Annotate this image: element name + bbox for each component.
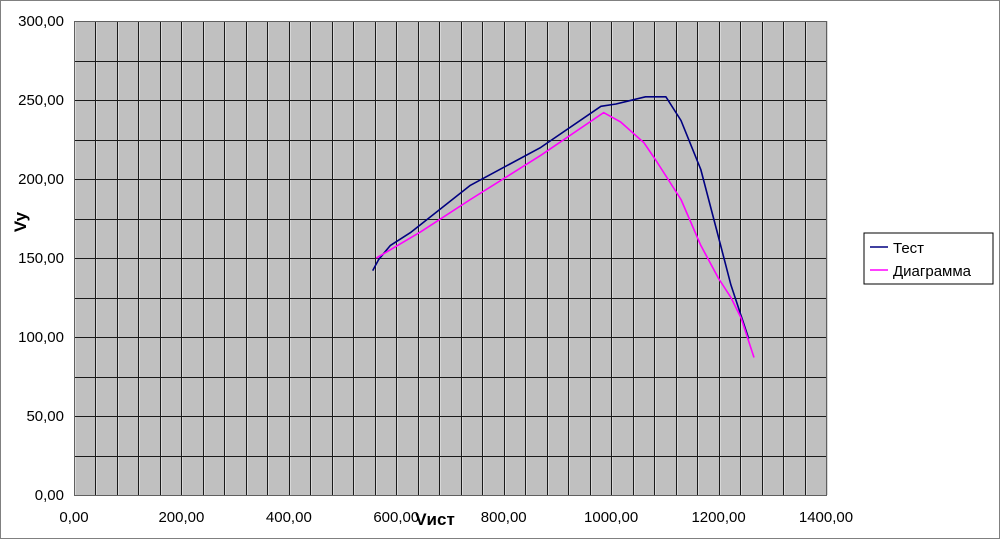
y-axis-label: Vy	[11, 211, 30, 232]
legend-label-diagram: Диаграмма	[893, 263, 972, 280]
x-tick-label: 200,00	[158, 509, 204, 526]
tick-labels: 0,00 200,00 400,00 600,00 800,00 1000,00 1200,…	[18, 13, 853, 526]
x-tick-label: 1000,00	[584, 509, 638, 526]
legend-label-test: Тест	[893, 240, 924, 257]
plot-border	[74, 21, 827, 496]
x-tick-label: 800,00	[481, 509, 527, 526]
y-tick-label: 300,00	[18, 13, 64, 30]
legend-box	[863, 232, 994, 285]
legend: Тест Диаграмма	[863, 232, 994, 285]
y-tick-label: 150,00	[18, 250, 64, 267]
series-line-1	[375, 111, 755, 358]
series-line-0	[371, 96, 750, 339]
series-group	[371, 96, 755, 358]
x-axis-label: Vист	[415, 510, 455, 529]
y-tick-label: 0,00	[35, 487, 64, 504]
plot-area	[74, 21, 828, 496]
y-tick-label: 100,00	[18, 329, 64, 346]
y-tick-label: 50,00	[26, 408, 64, 425]
x-tick-label: 600,00	[373, 509, 419, 526]
x-tick-label: 1400,00	[799, 509, 853, 526]
y-tick-label: 250,00	[18, 92, 64, 109]
x-tick-label: 0,00	[59, 509, 88, 526]
x-tick-label: 1200,00	[691, 509, 745, 526]
y-tick-label: 200,00	[18, 171, 64, 188]
x-tick-label: 400,00	[266, 509, 312, 526]
